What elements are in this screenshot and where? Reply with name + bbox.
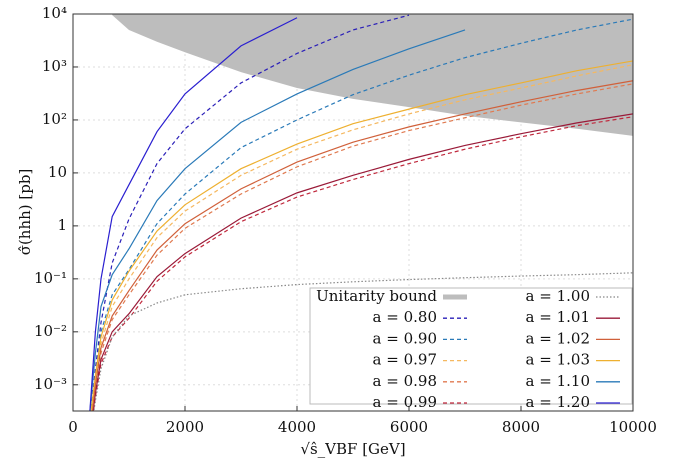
x-tick-label: 6000: [390, 418, 428, 436]
plot-area: [73, 14, 633, 411]
series-line: [91, 64, 633, 411]
series-line: [90, 14, 410, 411]
y-tick-label: 10: [48, 163, 67, 181]
legend-label: a = 1.00: [526, 287, 590, 305]
y-tick-label: 10⁻²: [34, 322, 67, 340]
legend: [309, 287, 633, 405]
x-tick-label: 4000: [278, 418, 316, 436]
series-line: [89, 17, 298, 411]
series-line: [93, 272, 633, 411]
series-line: [89, 29, 466, 411]
y-tick-label: 1: [57, 216, 67, 234]
x-tick-label: 10000: [609, 418, 657, 436]
y-axis-label: σ̂(hhh) [pb]: [16, 169, 34, 256]
y-tick-label: 10⁴: [42, 4, 67, 22]
series-line: [92, 83, 633, 411]
frame: [72, 13, 634, 412]
legend-label: Unitarity bound: [316, 287, 437, 305]
y-tick-label: 10⁻¹: [34, 269, 67, 287]
legend-label: a = 1.01: [526, 308, 590, 326]
series-line: [92, 116, 633, 411]
legend-label: a = 0.80: [373, 308, 437, 326]
legend-label: a = 0.90: [373, 329, 437, 347]
legend-label: a = 0.98: [373, 372, 437, 390]
series-line: [91, 80, 633, 411]
series-line: [90, 60, 633, 411]
legend-label: a = 1.20: [526, 393, 590, 411]
y-tick-label: 10³: [42, 57, 67, 75]
y-tick-label: 10⁻³: [34, 375, 67, 393]
legend-label: a = 1.10: [526, 372, 590, 390]
y-tick-label: 10²: [42, 110, 67, 128]
x-tick-label: 2000: [166, 418, 204, 436]
legend-label: a = 0.97: [373, 351, 437, 369]
x-tick-label: 8000: [502, 418, 540, 436]
legend-label: a = 1.03: [526, 351, 590, 369]
x-tick-label: 0: [68, 418, 78, 436]
series-line: [92, 113, 633, 411]
x-axis-label: √ŝ_VBF [GeV]: [300, 440, 405, 458]
legend-label: a = 1.02: [526, 329, 590, 347]
legend-label: a = 0.99: [373, 393, 437, 411]
